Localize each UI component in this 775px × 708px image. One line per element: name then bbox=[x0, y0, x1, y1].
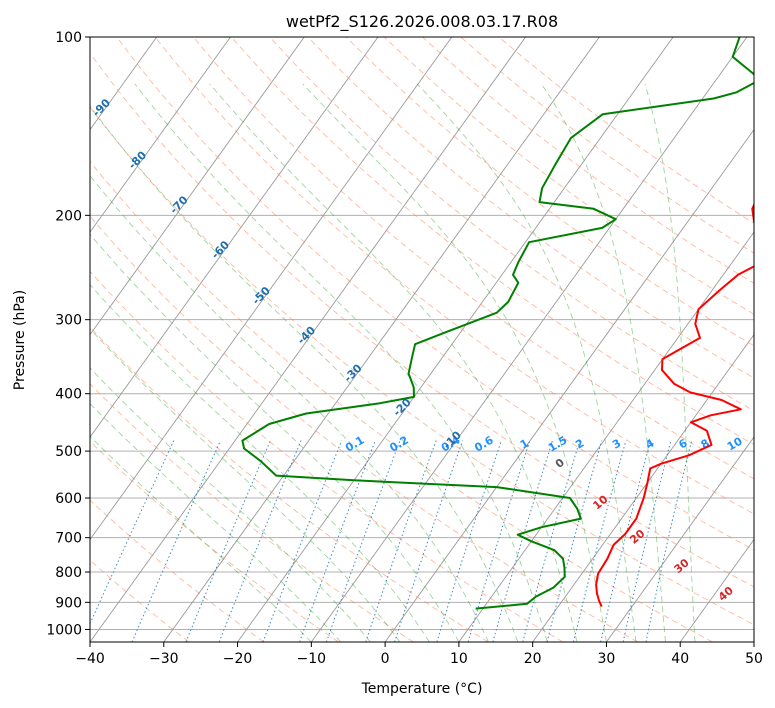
moist-adiabat-line bbox=[541, 83, 666, 642]
isotherm-line bbox=[384, 128, 754, 642]
dry-adiabat-line bbox=[90, 383, 414, 642]
mixing-ratio-line bbox=[522, 440, 581, 642]
isotherm-line bbox=[606, 436, 754, 642]
dry-adiabat-line bbox=[90, 326, 489, 642]
dry-adiabat-line bbox=[90, 106, 754, 626]
moist-adiabat-line bbox=[209, 83, 578, 642]
background-lines bbox=[0, 37, 754, 642]
x-axis-title: Temperature (°C) bbox=[361, 681, 483, 697]
moist-adiabat-line bbox=[416, 83, 637, 642]
y-tick-label: 300 bbox=[55, 313, 82, 329]
moist-adiabat-line bbox=[90, 435, 312, 642]
mixing-ratio-line bbox=[600, 440, 651, 642]
y-tick-label: 100 bbox=[55, 30, 82, 46]
dewpoint-profile-line bbox=[241, 37, 754, 610]
dry-adiabat-line bbox=[192, 37, 754, 480]
mixing-ratio-line bbox=[645, 440, 693, 642]
mixing-ratio-label: 13 bbox=[754, 435, 774, 454]
mixing-ratio-line bbox=[185, 440, 271, 642]
y-tick-label: 800 bbox=[55, 565, 82, 581]
x-tick-label: 0 bbox=[381, 651, 390, 667]
x-tick-label: −30 bbox=[149, 651, 179, 667]
x-tick-label: −10 bbox=[297, 651, 327, 667]
temperature-profile-line bbox=[595, 202, 754, 608]
y-tick-label: 500 bbox=[55, 444, 82, 460]
moist-adiabat-line bbox=[90, 105, 519, 642]
x-axis: −40 −30 −20 −10 0 10 20 30 40 50 bbox=[75, 642, 763, 667]
x-tick-label: −40 bbox=[75, 651, 105, 667]
y-tick-label: 900 bbox=[55, 595, 82, 611]
mixing-ratio-line bbox=[492, 440, 553, 642]
dry-adiabat-line bbox=[90, 160, 713, 642]
x-tick-label: 50 bbox=[745, 651, 763, 667]
plot-background bbox=[90, 37, 754, 642]
dry-adiabat-line bbox=[154, 37, 754, 515]
dry-adiabat-line bbox=[231, 37, 754, 446]
moist-adiabat-line bbox=[90, 367, 371, 642]
isotherm-line bbox=[163, 37, 600, 642]
dry-adiabat-line bbox=[90, 52, 754, 588]
mixing-ratio-line bbox=[299, 440, 376, 642]
isotherm-line bbox=[679, 538, 754, 642]
y-axis: 100 200 300 400 500 600 700 800 900 1000 bbox=[46, 30, 90, 638]
mixing-ratio-line bbox=[622, 440, 672, 642]
mixing-ratio-line bbox=[573, 440, 627, 642]
dry-adiabat-line bbox=[345, 37, 754, 347]
x-tick-label: −20 bbox=[223, 651, 253, 667]
dry-adiabat-line bbox=[90, 499, 265, 642]
y-tick-label: 400 bbox=[55, 387, 82, 403]
dry-adiabat-line bbox=[422, 37, 754, 284]
moist-adiabat-line bbox=[90, 284, 430, 642]
moist-adiabat-line bbox=[134, 83, 548, 642]
x-tick-label: 10 bbox=[450, 651, 468, 667]
isotherm-line bbox=[90, 37, 379, 438]
isotherm-line bbox=[90, 37, 231, 233]
y-tick-label: 1000 bbox=[46, 622, 82, 638]
mixing-ratio-line bbox=[546, 440, 603, 642]
mixing-ratio-line bbox=[131, 440, 221, 642]
x-tick-label: 40 bbox=[671, 651, 689, 667]
dry-adiabat-line bbox=[383, 37, 754, 315]
y-tick-label: 600 bbox=[55, 491, 82, 507]
sounding-series bbox=[241, 37, 754, 610]
dry-adiabat-line bbox=[116, 37, 754, 551]
mixing-ratio-line bbox=[436, 440, 502, 642]
x-tick-label: 20 bbox=[524, 651, 542, 667]
mixing-ratio-line bbox=[325, 440, 401, 642]
chart-title: wetPf2_S126.2026.008.03.17.R08 bbox=[286, 12, 558, 32]
y-tick-label: 700 bbox=[55, 531, 82, 547]
mixing-ratio-line bbox=[467, 440, 531, 642]
moist-adiabat-line bbox=[90, 328, 401, 642]
dry-adiabat-line bbox=[90, 270, 564, 642]
isotherm-line bbox=[237, 37, 674, 642]
y-tick-label: 200 bbox=[55, 208, 82, 224]
mixing-ratio-line bbox=[90, 440, 175, 625]
moist-adiabat-line bbox=[90, 175, 489, 642]
isotherm-line bbox=[90, 37, 305, 336]
isotherm-label: -100 bbox=[45, 49, 74, 78]
x-tick-label: 30 bbox=[598, 651, 616, 667]
plot-frame bbox=[89, 36, 755, 643]
moist-adiabat-line bbox=[644, 83, 696, 642]
isotherm-line bbox=[753, 641, 754, 642]
y-axis-title: Pressure (hPa) bbox=[12, 290, 28, 390]
isotherm-line bbox=[532, 333, 754, 642]
isotherm-line bbox=[0, 37, 9, 642]
isotherm-line bbox=[90, 37, 453, 541]
dry-adiabat-line bbox=[90, 215, 639, 642]
isotherm-line bbox=[90, 37, 526, 642]
